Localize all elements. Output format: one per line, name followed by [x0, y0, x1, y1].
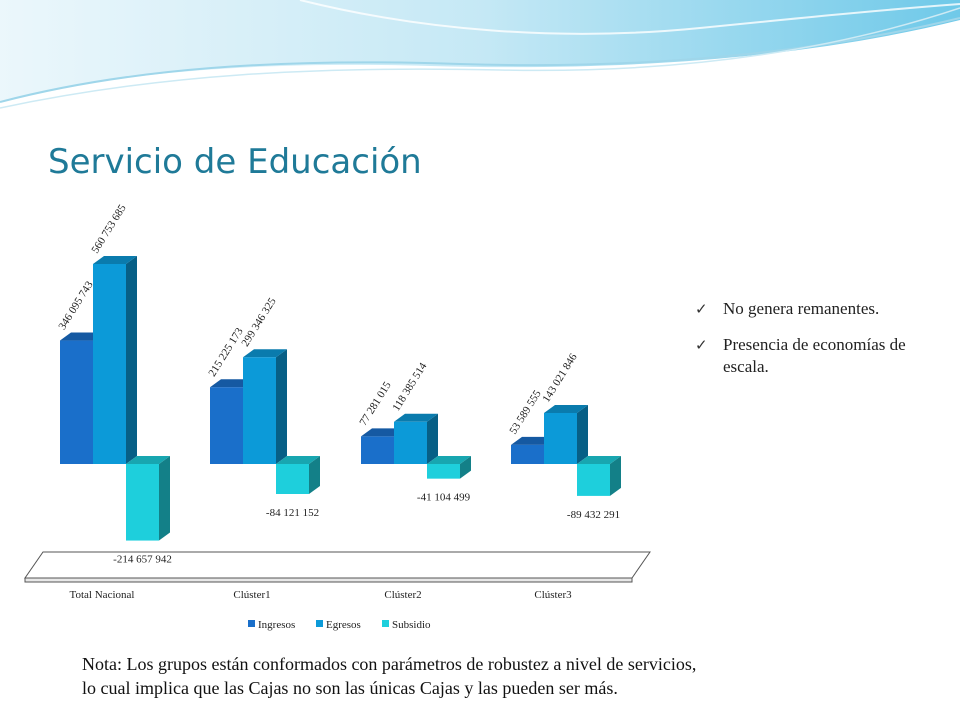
bar-front — [243, 357, 276, 464]
bar-top — [93, 256, 137, 264]
footnote: Nota: Los grupos están conformados con p… — [82, 652, 942, 700]
page-title: Servicio de Educación — [48, 142, 422, 182]
bar-front — [126, 464, 159, 541]
bar-egresos-0 — [93, 256, 137, 464]
bar-top — [577, 456, 621, 464]
bar-front — [60, 340, 93, 464]
check-icon: ✓ — [695, 336, 708, 354]
data-label: -214 657 942 — [113, 554, 172, 566]
bar-front — [577, 464, 610, 496]
legend-swatch — [382, 620, 389, 627]
bullet-text: Presencia de economías de escala. — [723, 335, 906, 376]
bar-top — [126, 456, 170, 464]
bar-side — [427, 413, 438, 464]
bar-subsidio-2 — [427, 456, 471, 479]
data-label: -89 432 291 — [567, 509, 620, 521]
bar-subsidio-0 — [126, 456, 170, 541]
x-tick-label: Clúster1 — [233, 589, 270, 601]
data-label: 560 753 685 — [89, 202, 129, 255]
bar-chart: 346 095 743 560 753 685 -214 657 942 Total … — [24, 202, 651, 631]
bar-top — [394, 413, 438, 422]
bar-egresos-1 — [243, 349, 287, 464]
header-wave-decoration — [0, 0, 960, 109]
x-tick-label: Clúster3 — [534, 589, 572, 601]
bar-top — [544, 404, 588, 413]
bar-front — [361, 436, 394, 464]
legend-swatch — [316, 620, 323, 627]
data-label: 118 385 514 — [390, 360, 429, 413]
bar-front — [427, 464, 460, 479]
bar-side — [610, 456, 621, 496]
bar-front — [511, 444, 544, 464]
bar-subsidio-3 — [577, 456, 621, 496]
bar-top — [276, 456, 320, 464]
bar-top — [243, 349, 287, 358]
bar-side — [159, 456, 170, 541]
bullet-item: ✓ Presencia de economías de escala. — [695, 334, 955, 378]
legend-label: Subsidio — [392, 619, 431, 631]
legend-label: Ingresos — [258, 619, 295, 631]
bullet-text: No genera remanentes. — [723, 299, 880, 318]
data-label: -84 121 152 — [266, 507, 319, 519]
data-label: 143 021 846 — [540, 351, 580, 404]
bullet-list: ✓ No genera remanentes. ✓ Presencia de e… — [695, 298, 955, 392]
bar-front — [544, 412, 577, 464]
bar-front — [276, 464, 309, 495]
bullet-item: ✓ No genera remanentes. — [695, 298, 955, 320]
data-label: 346 095 743 — [56, 279, 96, 332]
bar-side — [126, 256, 137, 464]
bar-front — [394, 421, 427, 464]
bar-egresos-2 — [394, 413, 438, 464]
data-label: 77 281 015 — [357, 379, 394, 428]
bar-front — [93, 264, 126, 464]
bar-egresos-3 — [544, 404, 588, 464]
data-label: 53 589 555 — [507, 388, 544, 437]
footnote-line: Nota: Los grupos están conformados con p… — [82, 654, 697, 674]
bar-side — [309, 456, 320, 495]
legend-label: Egresos — [326, 619, 361, 631]
bar-side — [276, 349, 287, 464]
bar-front — [210, 387, 243, 464]
bar-side — [577, 404, 588, 464]
bar-side — [460, 456, 471, 479]
bar-top — [427, 456, 471, 464]
data-label: 215 225 173 — [206, 325, 246, 378]
chart-floor-edge — [24, 577, 633, 583]
footnote-line: lo cual implica que las Cajas no son las… — [82, 678, 618, 698]
data-label: 299 346 325 — [239, 295, 279, 348]
legend-swatch — [248, 620, 255, 627]
x-tick-label: Total Nacional — [70, 589, 135, 601]
check-icon: ✓ — [695, 300, 708, 318]
bar-subsidio-1 — [276, 456, 320, 495]
x-tick-label: Clúster2 — [384, 589, 421, 601]
data-label: -41 104 499 — [417, 492, 471, 504]
